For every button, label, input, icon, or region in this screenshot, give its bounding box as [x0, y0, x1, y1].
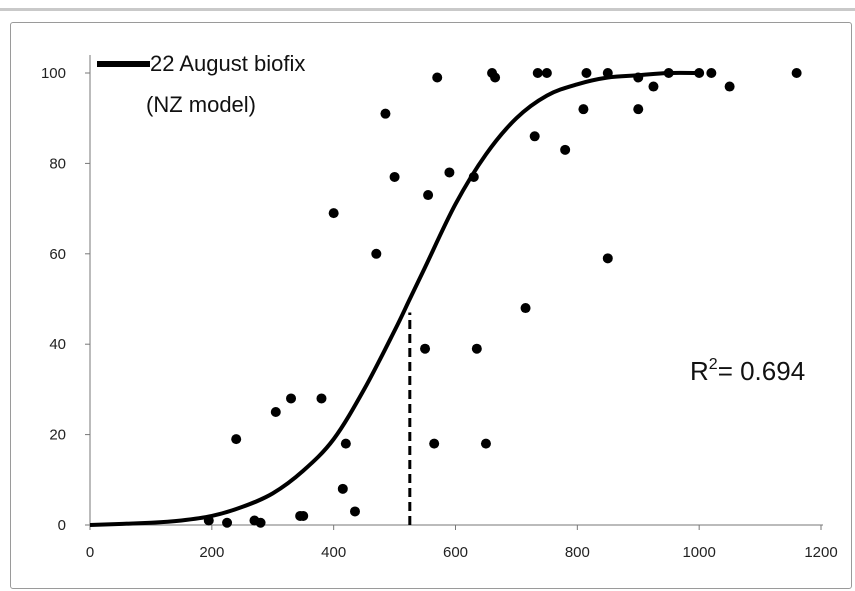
data-point — [371, 248, 382, 259]
y-tick-label: 20 — [49, 427, 66, 444]
data-point — [432, 72, 443, 83]
data-point — [529, 131, 540, 142]
data-point — [389, 171, 400, 182]
data-point — [541, 68, 552, 78]
x-tick-label: 0 — [86, 544, 94, 561]
r-squared-annotation: R2= 0.694 — [690, 356, 805, 386]
legend-label-line1: 22 August biofix — [150, 51, 305, 76]
data-point — [316, 393, 327, 404]
r-squared-value: = 0.694 — [718, 356, 805, 386]
y-tick-label: 40 — [49, 336, 66, 353]
data-point — [706, 68, 717, 78]
data-point — [520, 303, 531, 314]
data-point — [255, 517, 266, 528]
x-tick-label: 800 — [565, 544, 590, 561]
data-point — [298, 510, 309, 521]
data-point — [203, 515, 214, 526]
data-point — [633, 104, 644, 115]
data-point — [578, 104, 589, 115]
legend: 22 August biofix (NZ model) — [97, 51, 305, 117]
legend-label-line2: (NZ model) — [146, 92, 256, 117]
data-point — [791, 68, 802, 78]
data-point — [222, 517, 233, 528]
data-point — [724, 81, 735, 92]
fitted-curve — [89, 70, 700, 527]
data-point — [532, 68, 543, 78]
r-squared-prefix: R — [690, 356, 709, 386]
x-tick-label: 600 — [443, 544, 468, 561]
chart-frame — [10, 22, 852, 589]
data-point — [328, 208, 339, 219]
tick-labels: 0 200 400 600 800 1000 1200 0 20 40 60 80 100 — [41, 65, 838, 561]
data-point — [337, 483, 348, 494]
data-point — [270, 407, 281, 417]
y-tick-label: 80 — [49, 155, 66, 172]
data-point — [429, 438, 440, 449]
x-tick-label: 400 — [321, 544, 346, 561]
data-point — [340, 438, 351, 449]
data-points-layer — [203, 68, 802, 528]
data-point — [444, 167, 455, 178]
x-tick-label: 1200 — [804, 544, 837, 561]
data-point — [231, 434, 242, 445]
top-border-strip — [0, 8, 855, 11]
data-point — [423, 190, 434, 201]
data-point — [380, 108, 391, 119]
data-point — [420, 343, 431, 354]
data-point — [581, 68, 592, 78]
y-tick-label: 0 — [58, 517, 66, 534]
data-point — [480, 438, 491, 449]
fitted-curve-layer — [89, 70, 700, 527]
data-point — [602, 68, 613, 78]
data-point — [471, 343, 482, 354]
data-point — [633, 72, 644, 83]
data-point — [468, 171, 479, 182]
data-point — [648, 81, 659, 92]
data-point — [602, 253, 613, 264]
data-point — [663, 68, 674, 78]
x-tick-label: 1000 — [682, 544, 715, 561]
data-point — [286, 393, 297, 404]
axes — [85, 55, 823, 530]
data-point — [560, 144, 571, 155]
x-tick-label: 200 — [199, 544, 224, 561]
r-squared-superscript: 2 — [709, 356, 718, 373]
data-point — [694, 68, 705, 78]
y-tick-label: 60 — [49, 246, 66, 263]
y-tick-label: 100 — [41, 65, 66, 82]
data-point — [349, 506, 360, 517]
data-point — [490, 72, 501, 83]
